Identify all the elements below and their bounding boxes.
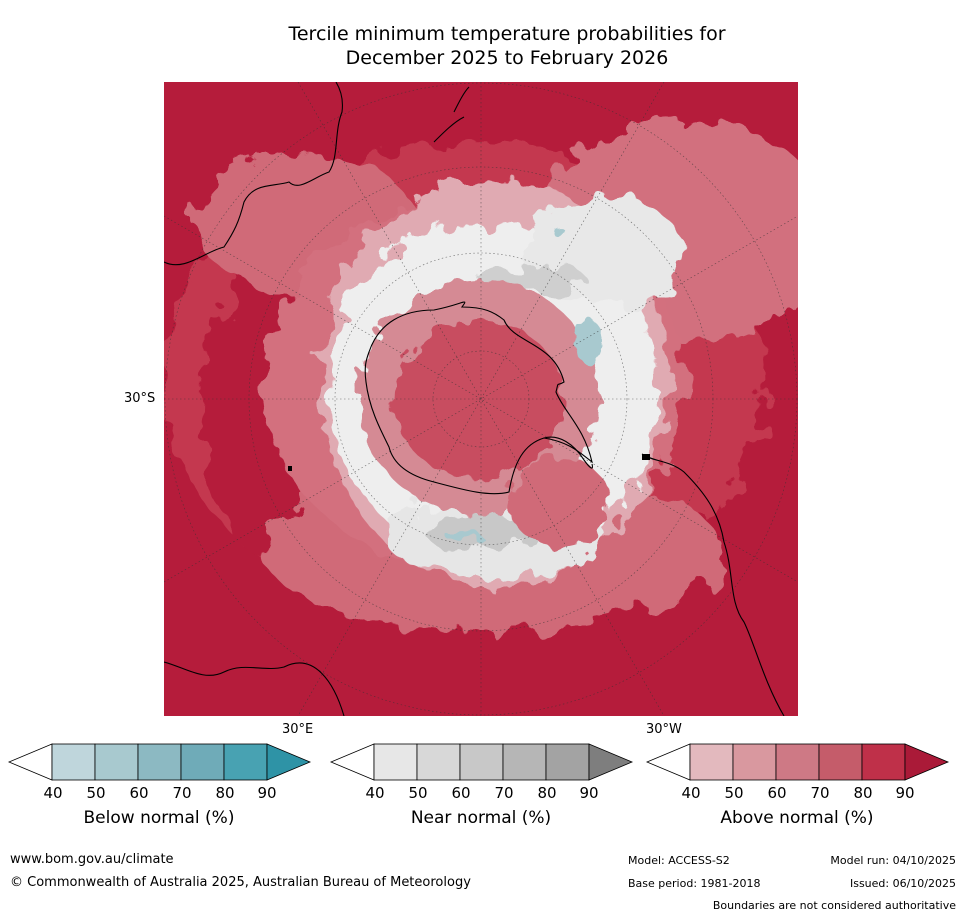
colorbar-max-arrow — [266, 743, 312, 781]
colorbar-swatch — [861, 743, 906, 781]
colorbar-near-title: Near normal (%) — [410, 808, 552, 828]
footer-base-period: Base period: 1981-2018 — [628, 877, 761, 890]
tick-label: 80 — [215, 784, 235, 802]
antarctic-peninsula — [543, 436, 593, 469]
title-line-2: December 2025 to February 2026 — [345, 47, 669, 69]
islands — [288, 454, 650, 471]
colorbar-above-normal — [645, 743, 950, 781]
new-zealand — [433, 86, 470, 143]
footer-model: Model: ACCESS-S2 — [628, 854, 730, 867]
tick-label: 60 — [767, 784, 787, 802]
footer-copyright: © Commonwealth of Australia 2025, Austra… — [10, 875, 471, 890]
title-line-1: Tercile minimum temperature probabilitie… — [288, 23, 726, 45]
polar-probability-map — [164, 82, 798, 716]
tick-label: 70 — [172, 784, 192, 802]
tick-label: 50 — [724, 784, 744, 802]
tick-label: 70 — [810, 784, 830, 802]
colorbar-swatch — [502, 743, 547, 781]
footer-model-run: Model run: 04/10/2025 — [830, 854, 956, 867]
colorbar-min-arrow — [645, 743, 691, 781]
africa-coast — [164, 661, 345, 716]
lon-label-30w: 30°W — [646, 722, 682, 737]
map-title: Tercile minimum temperature probabilitie… — [0, 22, 965, 70]
tick-label: 40 — [43, 784, 63, 802]
tick-label: 60 — [129, 784, 149, 802]
region-antarctica-core — [394, 320, 564, 480]
footer-disclaimer: Boundaries are not considered authoritat… — [712, 899, 956, 912]
footer-website: www.bom.gov.au/climate — [10, 852, 174, 867]
colorbar-below-title: Below normal (%) — [83, 808, 235, 828]
region-below-50-2 — [446, 531, 482, 543]
antarctica-coast — [364, 301, 593, 495]
colorbar-min-arrow — [329, 743, 375, 781]
coastlines — [164, 82, 785, 716]
colorbar-swatch — [223, 743, 268, 781]
tick-label: 90 — [895, 784, 915, 802]
colorbar-swatch — [137, 743, 182, 781]
graticule — [164, 82, 798, 716]
region-below-50-1 — [575, 320, 603, 364]
colorbar-below-normal — [7, 743, 312, 781]
colorbar-near-normal — [329, 743, 634, 781]
colorbar-min-arrow — [7, 743, 53, 781]
tick-label: 60 — [451, 784, 471, 802]
australia-coast — [164, 82, 343, 266]
tick-label: 90 — [257, 784, 277, 802]
tick-label: 80 — [537, 784, 557, 802]
colorbar-swatch — [373, 743, 418, 781]
south-america-coast — [641, 453, 785, 716]
colorbar-swatch — [775, 743, 820, 781]
colorbar-above-title: Above normal (%) — [720, 808, 874, 828]
colorbar-swatch — [732, 743, 777, 781]
tick-label: 80 — [853, 784, 873, 802]
colorbar-swatch — [51, 743, 96, 781]
lat-label-30s: 30°S — [124, 391, 156, 406]
colorbar-swatch — [94, 743, 139, 781]
colorbar-swatch — [689, 743, 734, 781]
colorbar-swatch — [416, 743, 461, 781]
lon-label-30e: 30°E — [282, 722, 314, 737]
colorbar-swatch — [545, 743, 590, 781]
colorbar-swatch — [180, 743, 225, 781]
colorbar-swatch — [818, 743, 863, 781]
region-below-50-3 — [553, 227, 565, 237]
tick-label: 50 — [408, 784, 428, 802]
tick-label: 70 — [494, 784, 514, 802]
tick-label: 50 — [86, 784, 106, 802]
colorbar-swatch — [459, 743, 504, 781]
tick-label: 40 — [681, 784, 701, 802]
footer-issued: Issued: 06/10/2025 — [849, 877, 956, 890]
region-peninsula-above — [509, 457, 609, 547]
tick-label: 40 — [365, 784, 385, 802]
colorbar-max-arrow — [588, 743, 634, 781]
tick-label: 90 — [579, 784, 599, 802]
colorbar-max-arrow — [904, 743, 950, 781]
